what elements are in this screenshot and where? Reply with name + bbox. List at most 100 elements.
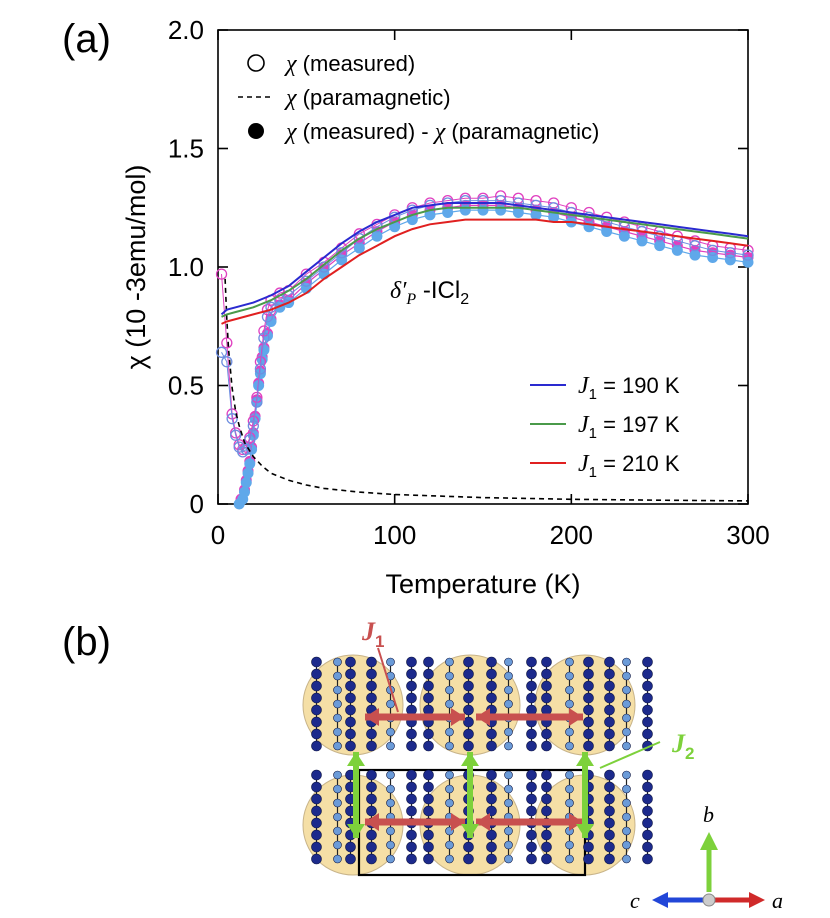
j1-arrow-head (476, 813, 490, 831)
measured-point (230, 429, 242, 441)
panel-a-label: (a) (62, 17, 111, 61)
fit-curve (221, 206, 749, 318)
j1-label: J1 (361, 617, 384, 651)
iodine-atom (366, 728, 377, 740)
iodine-atom (583, 841, 594, 853)
legend-paramagnetic-text: χ (paramagnetic) (284, 85, 451, 111)
light-atom (386, 826, 395, 836)
light-atom (333, 840, 342, 850)
difference-point (689, 249, 701, 261)
measured-connector (221, 200, 749, 453)
light-atom (386, 798, 395, 808)
j1-pointer-line (377, 647, 399, 713)
iodine-atom (311, 841, 322, 853)
legend-fit-197: J1 = 197 K (530, 412, 680, 442)
iodine-atom (604, 668, 615, 680)
measured-point (336, 247, 348, 259)
iodine-atom (583, 668, 594, 680)
panel-a: (a) 0 100 200 300 0 0.5 1.0 1.5 2.0 Temperature … (62, 15, 770, 599)
x-tick-label: 300 (726, 520, 769, 550)
light-atom (386, 741, 395, 751)
legend-item-difference: χ (measured) - χ (paramagnetic) (248, 119, 599, 145)
iodine-atom (311, 853, 322, 865)
legend-item-measured: χ (measured) (247, 51, 415, 77)
iodine-atom (583, 692, 594, 704)
measured-point (254, 363, 267, 375)
light-atom (333, 784, 342, 794)
iodine-atom (311, 805, 322, 817)
j1-arrow-head (476, 708, 490, 726)
iodine-atom (541, 853, 552, 865)
measured-point (240, 443, 252, 456)
panel-b-label: (b) (62, 620, 111, 664)
iodine-atom (486, 668, 497, 680)
iodine-atom (366, 805, 377, 817)
iodine-atom (541, 668, 552, 680)
iodine-atom (406, 853, 417, 865)
light-atom (622, 840, 631, 850)
iodine-atom (642, 841, 653, 853)
iodine-atom (423, 781, 434, 793)
legend-difference-label-2: (paramagnetic) (445, 119, 599, 144)
j1-arrow-head (569, 708, 583, 726)
iodine-atom (366, 793, 377, 805)
j1-arrow-head (451, 813, 465, 831)
light-atom (333, 671, 342, 681)
legend-fit-text: J1 = 210 K (578, 451, 680, 481)
compound-sub: P (405, 291, 416, 308)
legend-chi-symbol-2: χ (433, 119, 447, 145)
measured-point (477, 194, 489, 207)
light-atom (622, 699, 631, 709)
legend-j-symbol: J (578, 373, 590, 399)
iodine-atom (604, 728, 615, 740)
iodine-atom (526, 769, 537, 781)
axis-origin (702, 893, 716, 907)
compound-middle: -ICl (416, 277, 460, 304)
iodine-atom (604, 740, 615, 752)
difference-point (371, 230, 383, 242)
measured-point (495, 194, 507, 207)
light-atom (333, 854, 342, 864)
measured-point (221, 356, 233, 368)
light-atom (386, 657, 395, 667)
j1-arrow-head (451, 708, 465, 726)
interaction-arrows (347, 708, 594, 838)
iodine-atom (463, 716, 474, 728)
j2-arrow-head (461, 824, 479, 838)
iodine-atom (423, 680, 434, 692)
x-tick-label: 100 (373, 520, 416, 550)
iodine-atom (486, 841, 497, 853)
light-atom (565, 770, 574, 780)
legend-j-value: = 190 K (597, 373, 680, 398)
light-atom (445, 840, 454, 850)
iodine-atom (486, 728, 497, 740)
a-axis-arrowhead (749, 892, 765, 908)
iodine-atom (423, 805, 434, 817)
iodine-atom (604, 817, 615, 829)
iodine-atom (642, 853, 653, 865)
iodine-atom (642, 716, 653, 728)
light-atom (622, 854, 631, 864)
iodine-atom (486, 781, 497, 793)
iodine-atom (642, 769, 653, 781)
iodine-atom (604, 793, 615, 805)
series-layer (215, 190, 754, 510)
iodine-atom (311, 704, 322, 716)
measured-point (459, 194, 471, 207)
iodine-atom (642, 793, 653, 805)
iodine-atom (366, 829, 377, 841)
iodine-atom (526, 793, 537, 805)
legend-j-sub: 1 (589, 464, 597, 481)
light-atom (622, 770, 631, 780)
light-atom (386, 784, 395, 794)
iodine-atom (486, 853, 497, 865)
y-tick-label: 1.0 (168, 252, 204, 282)
c-axis-label: c (630, 888, 640, 913)
iodine-atom (423, 793, 434, 805)
light-atom (333, 812, 342, 822)
fit-curve (220, 202, 749, 316)
iodine-atom (583, 680, 594, 692)
iodine-atom (642, 829, 653, 841)
j1-arrow-head (365, 708, 379, 726)
x-tick-label: 200 (550, 520, 593, 550)
